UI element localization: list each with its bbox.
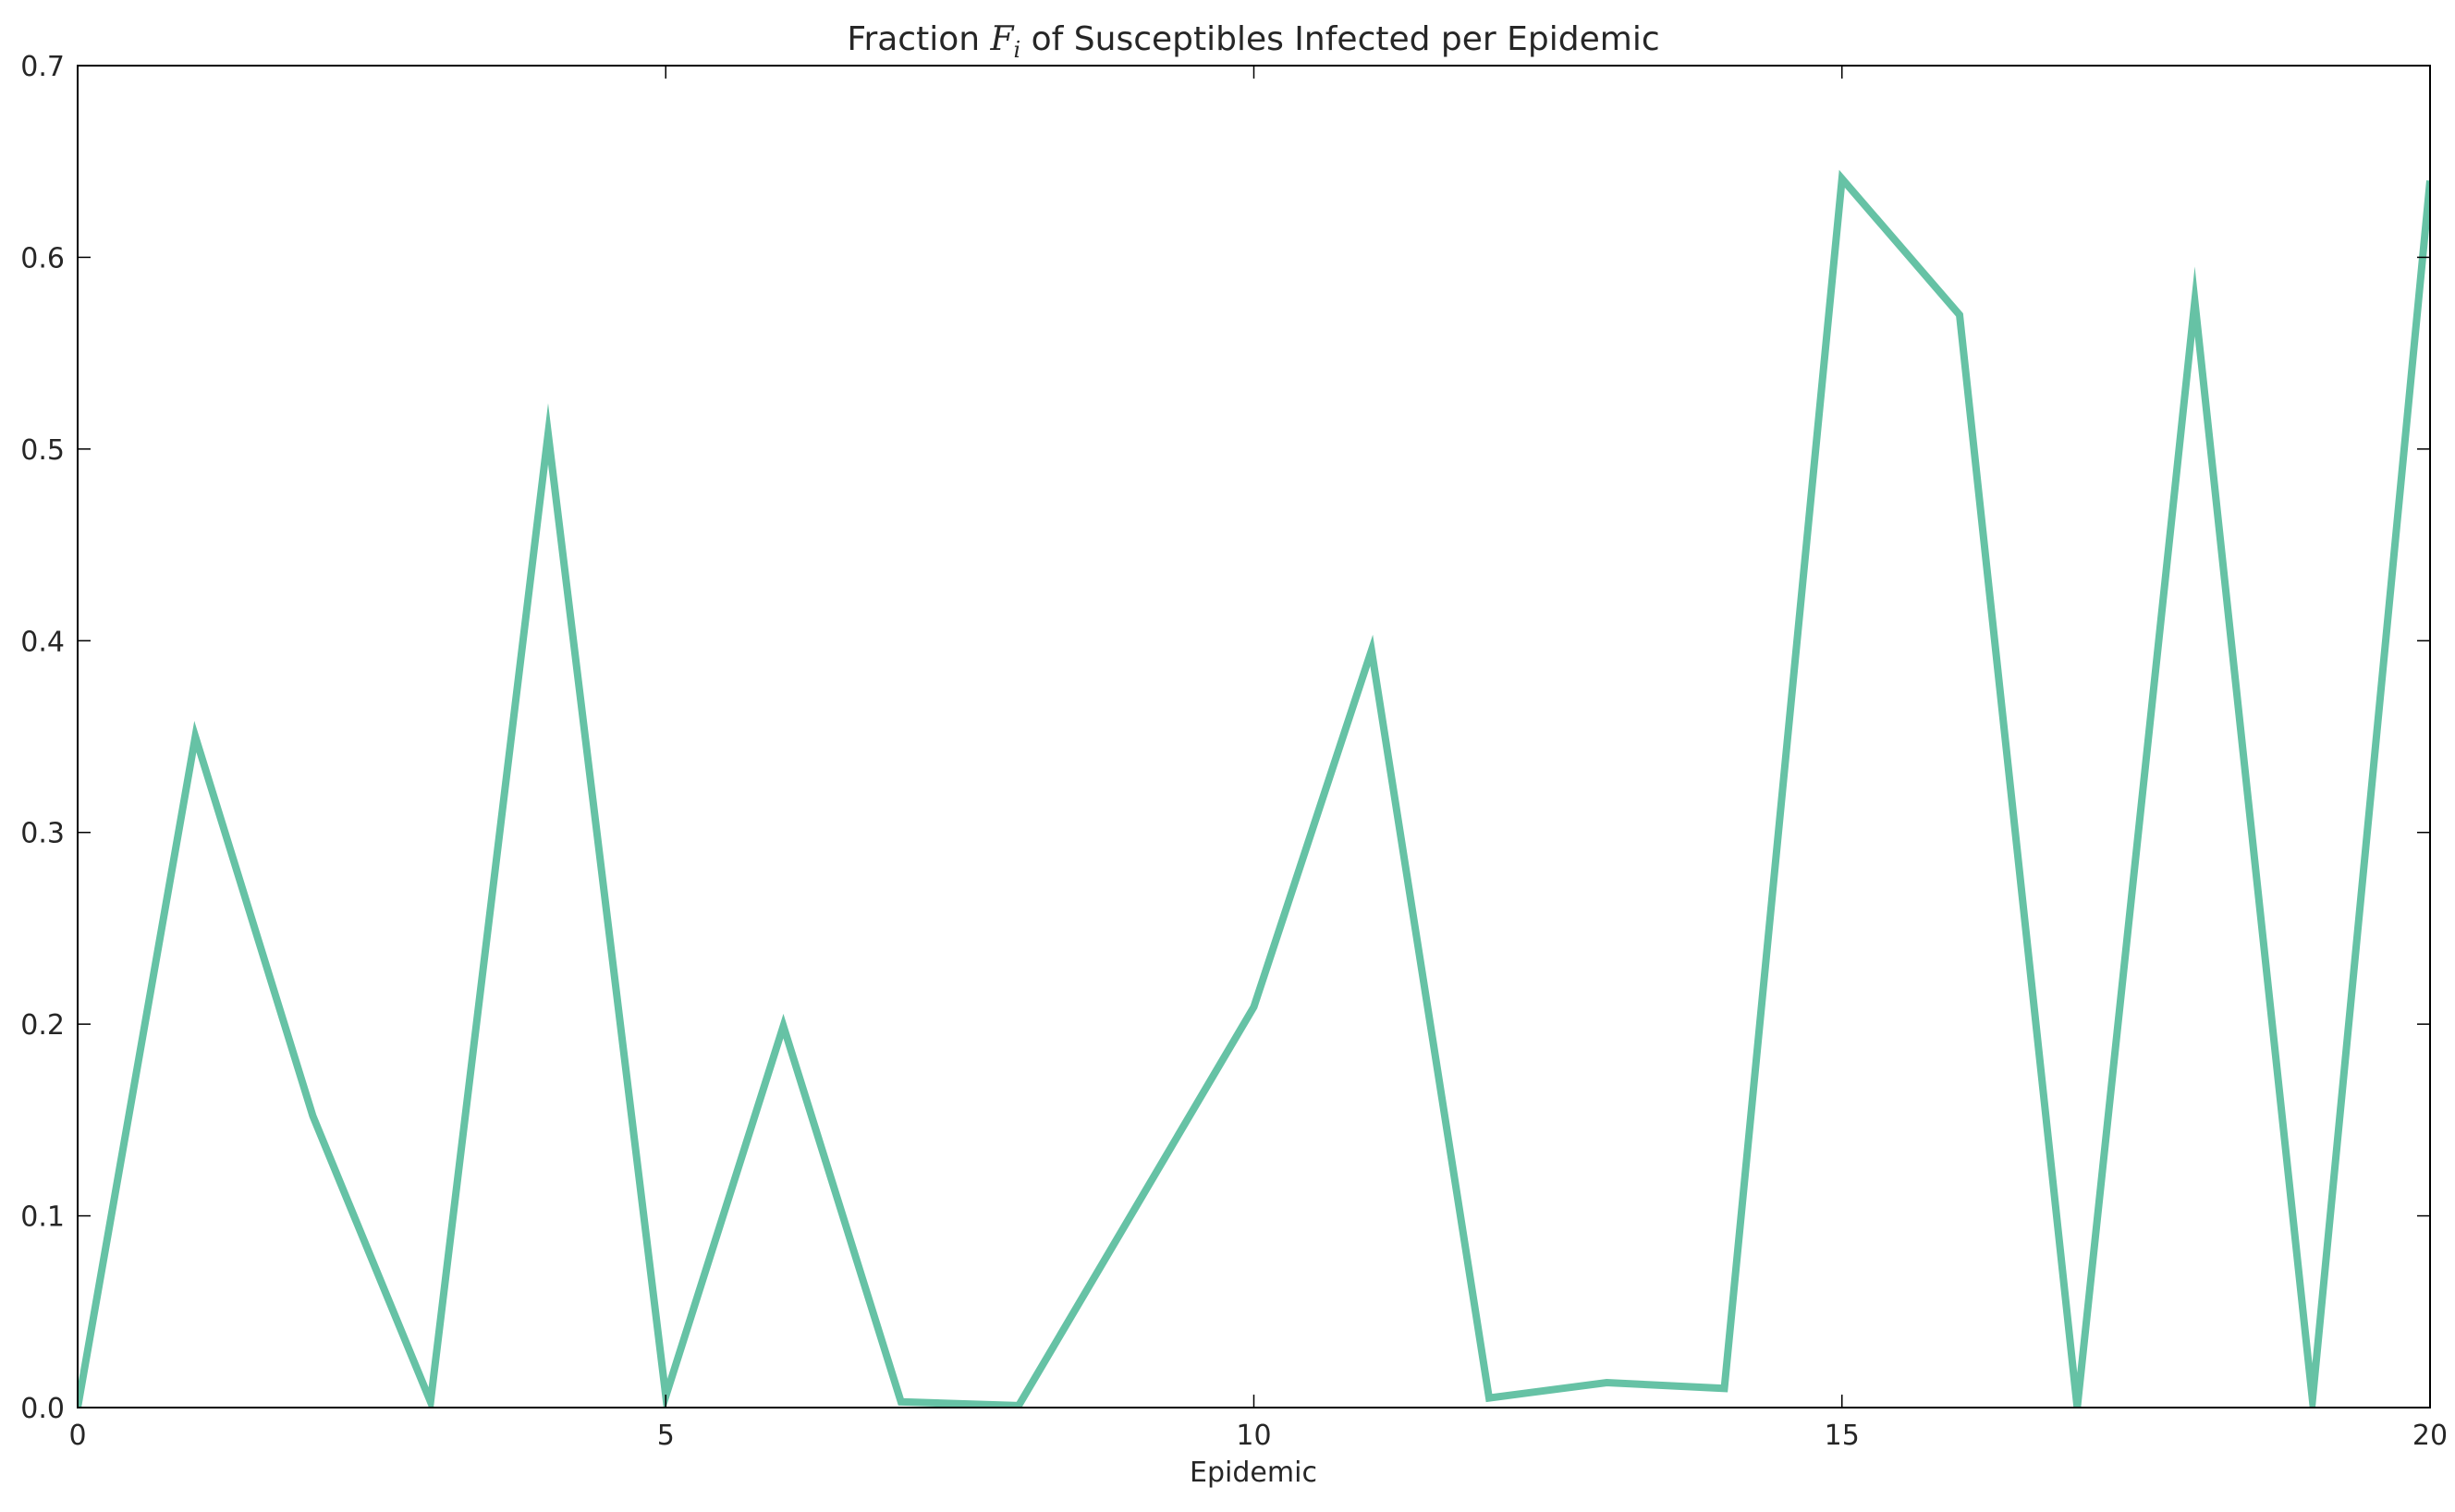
series-line-0 [78,169,2430,1408]
x-tick-label: 15 [1825,1420,1860,1452]
y-tick-label: 0.5 [20,434,65,467]
y-tick-label: 0.3 [20,818,65,850]
y-tick-label: 0.2 [20,1009,65,1042]
y-tick-label: 0.1 [20,1201,65,1234]
x-axis-title: Epidemic [1190,1457,1317,1489]
plot-area: 0 5 10 15 20 0.0 0.1 0.2 0.3 0.4 0.5 0.6 0.7 [20,51,2448,1452]
chart-title-prefix: Fraction [847,20,990,58]
axes-frame [77,65,2431,1408]
chart-title-suffix: of Susceptibles Infected per Epidemic [1020,20,1659,58]
x-tick-label: 0 [68,1420,86,1452]
x-tick-label: 10 [1236,1420,1271,1452]
x-tick-label: 20 [2412,1420,2448,1452]
chart-title-subscript: i [1014,37,1021,63]
y-tick-label: 0.4 [20,626,65,658]
y-tick-label: 0.6 [20,242,65,274]
x-tick-label: 5 [657,1420,675,1452]
y-tick-label: 0.7 [20,51,65,83]
chart-title: Fraction Fi of Susceptibles Infected per… [847,20,1659,63]
y-tick-label: 0.0 [20,1393,65,1425]
chart-title-variable: F [990,20,1016,58]
